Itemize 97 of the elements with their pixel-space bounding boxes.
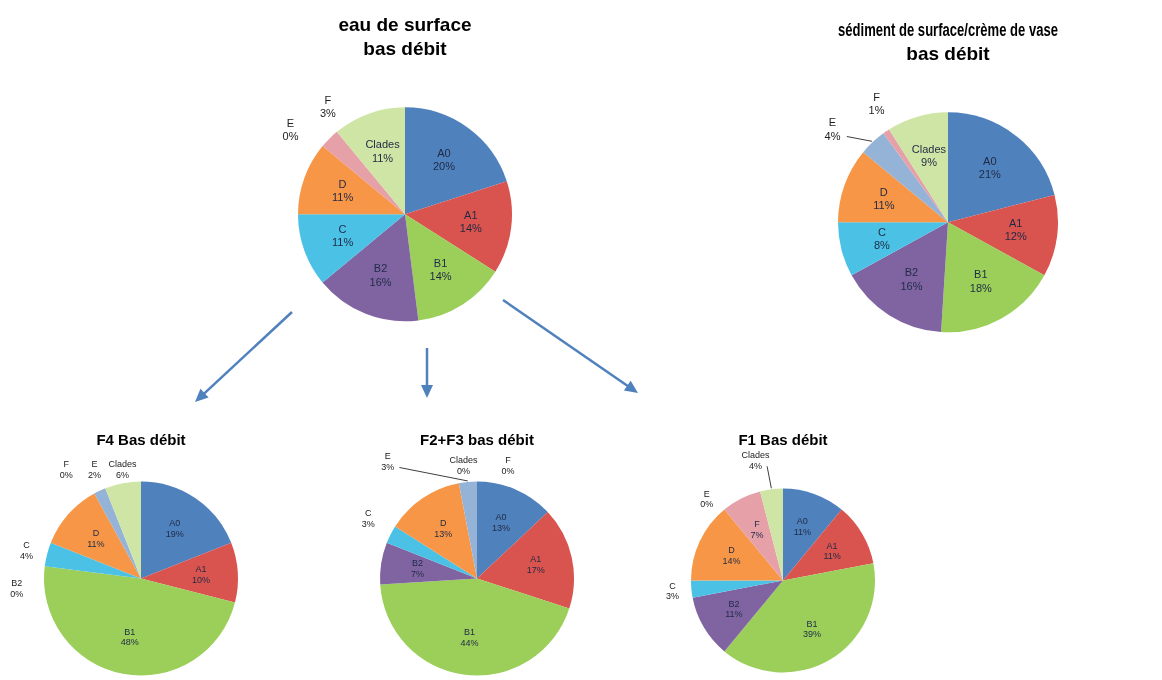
data-label: 11% [823, 551, 841, 562]
slice-label: A0 [437, 147, 451, 160]
text: 0% [456, 465, 470, 476]
data-label: 11% [87, 538, 105, 549]
slice-label: C [23, 540, 31, 551]
slice-label: F [324, 93, 332, 106]
slice-label: D [728, 545, 736, 556]
slice-label: Clades [911, 143, 947, 156]
text: 0% [282, 130, 299, 143]
slice-label: B1 [124, 626, 136, 637]
data-label: 16% [900, 279, 923, 292]
data-label: 9% [921, 156, 938, 169]
data-label: 21% [978, 168, 1002, 181]
slice-label: F [873, 91, 881, 104]
data-label: 4% [748, 460, 762, 471]
slice-label: D [338, 178, 347, 191]
slice-label: A0 [796, 515, 808, 526]
slice-label: A1 [464, 209, 478, 222]
slice-label: C [669, 580, 677, 591]
slice-label: B2 [412, 558, 424, 569]
slice-label: D [439, 517, 447, 528]
chart-subtitle: bas débit [906, 43, 991, 65]
category-label: E [286, 117, 295, 130]
data-label: 13% [434, 528, 453, 539]
data-label: 11% [371, 151, 394, 164]
slice-label: Clades [108, 458, 138, 469]
data-label: 11% [793, 526, 811, 537]
slice-label: B1 [974, 268, 988, 281]
category-label: E [703, 488, 710, 499]
text: 0% [700, 499, 714, 510]
data-label: 4% [20, 551, 34, 562]
category-label: Clades [449, 455, 478, 466]
data-label: 1% [868, 104, 885, 117]
slice-label: A1 [1008, 217, 1023, 230]
chart-title: F4 Bas débit [96, 431, 186, 449]
slice-label: A1 [530, 554, 542, 565]
slice-label: E [828, 116, 837, 129]
slice-label: E [384, 451, 391, 462]
slice-label: A0 [495, 512, 507, 523]
slice-label: B1 [463, 627, 475, 638]
slice-label: C [877, 225, 886, 238]
category-label: B2 [11, 578, 23, 589]
slice-label: C [365, 508, 373, 519]
slice-label: B2 [728, 598, 740, 609]
chart-title: eau de surface [338, 13, 472, 35]
slice-label: B2 [373, 262, 388, 275]
slice-label: A0 [983, 154, 997, 167]
text: 0% [59, 469, 73, 480]
chart-title: sédiment de surface/crème de vase [838, 18, 1058, 40]
data-label: 6% [116, 469, 130, 480]
data-label: 10% [192, 574, 211, 585]
data-label: 14% [429, 269, 452, 282]
text: 0% [501, 465, 515, 476]
slice-label: B1 [806, 618, 818, 629]
data-label: 44% [460, 638, 479, 649]
data-label: 8% [873, 238, 891, 251]
slice-label: B2 [904, 266, 919, 279]
text: 0% [10, 589, 24, 600]
slice-label: F [754, 518, 761, 529]
data-label: 19% [165, 528, 184, 539]
slice-label: D [879, 185, 888, 198]
data-label: 18% [969, 281, 993, 294]
data-label: 2% [87, 469, 101, 480]
data-label: 11% [331, 191, 354, 204]
slice-label: A1 [826, 540, 838, 551]
data-label: 17% [526, 565, 545, 576]
data-label: 16% [369, 275, 392, 288]
category-label: F [63, 458, 70, 469]
data-label: 3% [361, 519, 375, 530]
slice-label: C [338, 223, 347, 236]
data-label: 11% [725, 609, 743, 620]
data-label: 12% [1004, 230, 1027, 243]
slice-label: A1 [195, 563, 207, 574]
slice-label: E [91, 458, 98, 469]
slice-label: Clades [365, 138, 401, 151]
data-label: 11% [873, 198, 895, 211]
slice-label: D [92, 527, 100, 538]
data-label: 20% [432, 160, 456, 173]
chart-title: F2+F3 bas débit [420, 431, 534, 449]
chart-title: F1 Bas débit [738, 431, 828, 449]
data-label: 14% [722, 556, 741, 567]
slice-label: Clades [741, 449, 770, 460]
chart-subtitle: bas débit [363, 38, 448, 60]
data-label: 48% [120, 637, 139, 648]
data-label: 14% [459, 222, 483, 235]
data-label: 13% [491, 523, 510, 534]
slice-label: A0 [169, 517, 181, 528]
data-label: 7% [411, 568, 425, 579]
data-label: 4% [824, 129, 841, 142]
data-label: 39% [803, 629, 822, 640]
data-label: 3% [320, 106, 337, 119]
category-label: F [505, 455, 511, 466]
data-label: 3% [666, 591, 680, 602]
slice-label: B1 [433, 256, 448, 269]
data-label: 7% [750, 529, 764, 540]
data-label: 3% [381, 461, 395, 472]
data-label: 11% [331, 236, 354, 249]
